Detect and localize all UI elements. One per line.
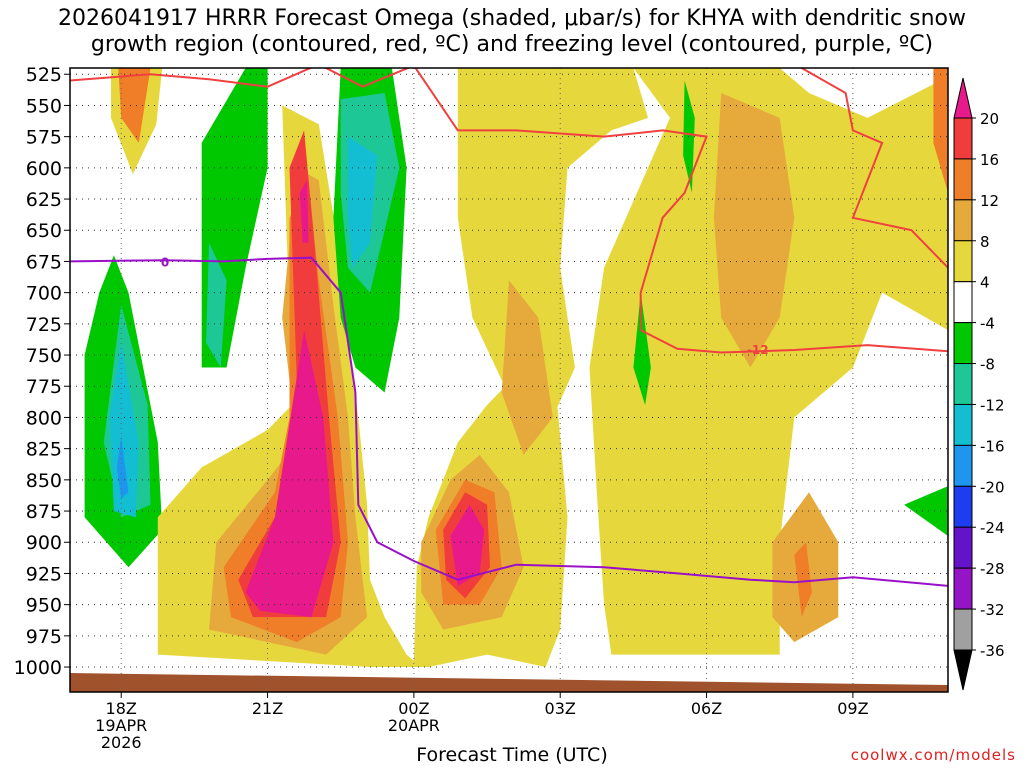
y-tick-label: 950 bbox=[26, 595, 62, 617]
dgz-contour-label: -12 bbox=[747, 343, 769, 357]
y-tick-label: 650 bbox=[26, 220, 62, 242]
omega-region-uplift-low-magenta bbox=[245, 330, 334, 618]
colorbar-bin bbox=[953, 322, 973, 365]
omega-region-green-10z bbox=[904, 486, 948, 536]
colorbar-bin bbox=[953, 117, 973, 160]
colorbar-bin bbox=[953, 526, 973, 569]
x-tick-label: 06Z bbox=[691, 699, 722, 718]
dgz-contour-line bbox=[70, 68, 948, 354]
omega-region-cyan-23z bbox=[348, 136, 378, 268]
omega-region-orange-09z bbox=[794, 542, 812, 618]
ground-surface bbox=[70, 673, 948, 692]
colorbar-label: -24 bbox=[980, 519, 1005, 537]
colorbar-bin bbox=[953, 281, 973, 324]
credit-link[interactable]: coolwx.com/models bbox=[850, 746, 1016, 764]
x-tick-label: 2026 bbox=[101, 733, 142, 752]
plot-layer: -12 0 bbox=[70, 68, 948, 692]
colorbar-label: -20 bbox=[980, 478, 1005, 496]
freezing-level-label: 0 bbox=[161, 255, 169, 269]
dgz-contour-line-east bbox=[801, 68, 948, 269]
colorbar-label: 12 bbox=[980, 192, 999, 210]
colorbar-label: -36 bbox=[980, 642, 1005, 660]
y-tick-label: 575 bbox=[26, 127, 62, 149]
x-tick-label: 09Z bbox=[837, 699, 868, 718]
plot-frame bbox=[69, 67, 949, 693]
y-tick-label: 925 bbox=[26, 563, 62, 585]
x-tick-label: 21Z bbox=[252, 699, 283, 718]
colorbar-label: -4 bbox=[980, 315, 995, 333]
chart-title-line2: growth region (contoured, red, ºC) and f… bbox=[90, 32, 934, 57]
colorbar-label: -8 bbox=[980, 356, 995, 374]
omega-region-yellow-mid-east bbox=[457, 68, 648, 418]
y-tick-label: 975 bbox=[26, 626, 62, 648]
colorbar-bin bbox=[953, 158, 973, 201]
omega-region-blue-18z bbox=[116, 436, 129, 499]
colorbar-label: -12 bbox=[980, 396, 1005, 414]
colorbar-label: -32 bbox=[980, 601, 1005, 619]
colorbar-bin bbox=[953, 567, 973, 610]
freezing-level-contour bbox=[70, 256, 948, 587]
y-tick-label: 725 bbox=[26, 314, 62, 336]
y-tick-label: 525 bbox=[26, 64, 62, 86]
colorbar-bottom-arrow bbox=[953, 649, 973, 691]
omega-region-uplift-18z-core bbox=[118, 68, 151, 143]
y-tick-label: 600 bbox=[26, 158, 62, 180]
colorbar-label: -28 bbox=[980, 560, 1005, 578]
colorbar-label: 20 bbox=[980, 110, 999, 128]
y-tick-label: 675 bbox=[26, 251, 62, 273]
colorbar-bin bbox=[953, 240, 973, 283]
omega-region-orange-edge bbox=[933, 68, 948, 193]
y-tick-label: 700 bbox=[26, 283, 62, 305]
y-tick-label: 875 bbox=[26, 501, 62, 523]
y-tick-label: 775 bbox=[26, 376, 62, 398]
omega-region-magenta-mid-low bbox=[450, 504, 485, 586]
colorbar-top-arrow bbox=[953, 77, 973, 119]
chart-title-line1: 2026041917 HRRR Forecast Omega (shaded, … bbox=[58, 6, 966, 31]
x-tick-label: 20APR bbox=[388, 716, 440, 735]
colorbar-bin bbox=[953, 444, 973, 487]
x-axis-label: Forecast Time (UTC) bbox=[416, 744, 608, 766]
colorbar-label: 4 bbox=[980, 274, 990, 292]
colorbar-bin bbox=[953, 403, 973, 446]
colorbar-bin bbox=[953, 608, 973, 651]
x-tick-label: 19APR bbox=[95, 716, 147, 735]
y-tick-label: 850 bbox=[26, 470, 62, 492]
y-tick-label: 900 bbox=[26, 532, 62, 554]
colorbar-bin bbox=[953, 363, 973, 405]
y-tick-label: 750 bbox=[26, 345, 62, 367]
x-tick-label: 18Z bbox=[106, 699, 137, 718]
colorbar-bin bbox=[953, 199, 973, 242]
y-tick-label: 550 bbox=[26, 95, 62, 117]
omega-region-teal-20z bbox=[206, 242, 227, 368]
omega-region-yellow-central-right bbox=[589, 68, 948, 655]
y-tick-label: 800 bbox=[26, 407, 62, 429]
y-tick-label: 825 bbox=[26, 439, 62, 461]
y-tick-label: 1000 bbox=[14, 657, 62, 679]
x-tick-label: 03Z bbox=[545, 699, 576, 718]
omega-region-cyan-18z bbox=[109, 342, 139, 518]
colorbar-bin bbox=[953, 485, 973, 528]
colorbar-label: 16 bbox=[980, 151, 999, 169]
x-tick-label: 00Z bbox=[398, 699, 429, 718]
colorbar-label: -16 bbox=[980, 437, 1005, 455]
omega-region-uplift-low-magenta-tower bbox=[299, 180, 309, 243]
y-tick-label: 625 bbox=[26, 189, 62, 211]
colorbar-label: 8 bbox=[980, 233, 990, 251]
omega-region-green-04z bbox=[633, 292, 651, 405]
